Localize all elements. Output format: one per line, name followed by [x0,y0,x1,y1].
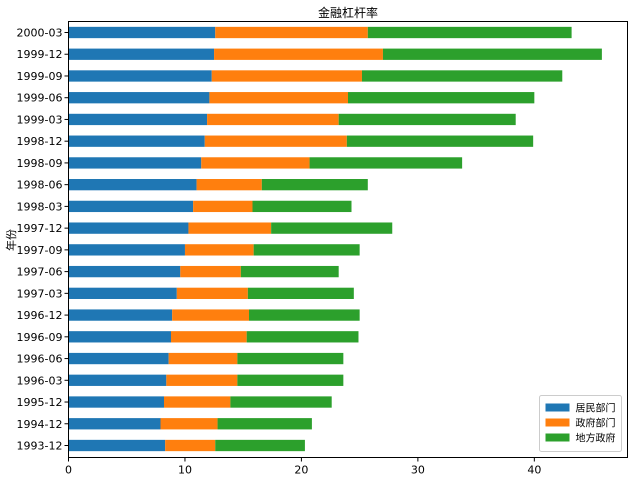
bar-1998-03-series-2 [252,200,352,213]
y-tick-label: 1993-12 [17,440,63,453]
bar-1996-09-series-1 [170,331,247,343]
y-tick-label: 1998-09 [17,157,63,170]
bar-1994-12-series-0 [68,418,161,430]
bars-group [68,26,602,452]
y-tick-label: 1996-12 [17,309,63,322]
x-tick-label: 30 [411,464,425,477]
bar-1997-09-series-0 [68,244,185,256]
bar-1997-09-series-2 [253,244,360,256]
bar-1998-12-series-0 [68,135,205,147]
bar-1994-12-series-1 [160,418,218,430]
plot-frame [68,21,628,458]
x-tick-label: 40 [527,464,541,477]
bar-1999-09-series-2 [361,70,563,82]
bar-1997-12-series-1 [188,222,272,234]
bar-1993-12-series-1 [165,439,216,452]
y-tick-label: 1997-12 [17,222,63,235]
bar-1996-03-series-1 [166,374,238,386]
bar-1997-06-series-2 [240,265,339,278]
bar-1998-09-series-2 [309,157,463,169]
x-tick-label: 0 [65,464,72,477]
x-tick-label: 10 [178,464,192,477]
bar-1996-03-series-2 [237,374,344,386]
bar-1996-09-series-2 [246,331,359,343]
chart-title: 金融杠杆率 [318,5,378,20]
y-tick-label: 1999-09 [17,70,63,83]
bar-1993-12-series-2 [215,439,305,452]
y-tick-label: 1999-03 [17,113,63,126]
bar-1997-03-series-2 [247,287,354,299]
bar-1997-12-series-2 [271,222,393,234]
bar-1998-09-series-0 [68,157,202,169]
bar-1999-03-series-1 [207,113,339,126]
legend-entry: 居民部门 [576,402,616,415]
y-axis-label: 年份 [4,229,18,251]
x-axis-ticks: 0 10 20 30 40 [65,457,541,477]
y-tick-label: 1998-06 [17,179,63,192]
bar-1998-09-series-1 [201,157,310,169]
legend-swatch [545,433,570,442]
y-tick-label: 1999-06 [17,92,63,105]
bar-1998-03-series-1 [193,200,253,213]
bar-1995-12-series-1 [163,396,231,408]
bar-1999-12-series-2 [382,48,602,60]
bar-1998-06-series-2 [261,179,368,191]
bar-2000-03-series-2 [367,26,572,39]
bar-1996-12-series-0 [68,309,173,321]
y-tick-label: 1999-12 [17,48,63,61]
y-tick-label: 1998-12 [17,135,63,148]
bar-1996-09-series-0 [68,331,171,343]
y-tick-label: 1997-09 [17,244,63,257]
bar-1999-12-series-1 [214,48,383,60]
bar-1997-06-series-1 [180,265,241,278]
y-axis-ticks: 1993-12 1994-12 1995-12 1996-03 1996-06 1996-… [17,27,69,453]
y-tick-label: 2000-03 [17,27,63,40]
legend-swatch [545,418,570,427]
bar-1999-12-series-0 [68,48,215,60]
bar-1998-12-series-2 [346,135,534,147]
bar-1999-06-series-2 [348,92,535,104]
bar-1996-06-series-1 [168,352,238,365]
bar-2000-03-series-1 [215,26,368,39]
bar-1997-03-series-1 [176,287,248,299]
bar-1995-12-series-2 [230,396,332,408]
bar-1999-09-series-0 [68,70,212,82]
bar-1999-03-series-0 [68,113,208,126]
bar-1998-03-series-0 [68,200,194,213]
bar-1997-12-series-0 [68,222,189,234]
y-tick-label: 1998-03 [17,200,63,213]
y-tick-label: 1995-12 [17,396,63,409]
bar-2000-03-series-0 [68,26,216,39]
bar-1998-06-series-0 [68,179,197,191]
bar-1997-09-series-1 [184,244,254,256]
bar-1999-06-series-0 [68,92,210,104]
bar-1997-03-series-0 [68,287,177,299]
y-tick-label: 1994-12 [17,418,63,431]
bar-1996-12-series-2 [249,309,360,321]
bar-1996-12-series-1 [172,309,250,321]
bar-1997-06-series-0 [68,265,181,278]
y-tick-label: 1997-03 [17,287,63,300]
bar-1999-03-series-2 [338,113,516,126]
bar-1993-12-series-0 [68,439,166,452]
legend-entry: 地方政府 [576,432,616,445]
bar-1998-12-series-1 [204,135,347,147]
bar-1999-09-series-1 [211,70,362,82]
legend-swatch [545,403,570,412]
bar-1996-06-series-2 [237,352,344,365]
bar-1995-12-series-0 [68,396,164,408]
y-tick-label: 1996-03 [17,374,63,387]
bar-1998-06-series-1 [196,179,262,191]
x-tick-label: 20 [294,464,308,477]
legend-entry: 政府部门 [576,417,616,430]
y-tick-label: 1996-09 [17,331,63,344]
bar-1999-06-series-1 [209,92,348,104]
bar-1996-06-series-0 [68,352,169,365]
y-tick-label: 1996-06 [17,353,63,366]
bar-1994-12-series-2 [217,418,312,430]
bar-1996-03-series-0 [68,374,167,386]
y-tick-label: 1997-06 [17,266,63,279]
